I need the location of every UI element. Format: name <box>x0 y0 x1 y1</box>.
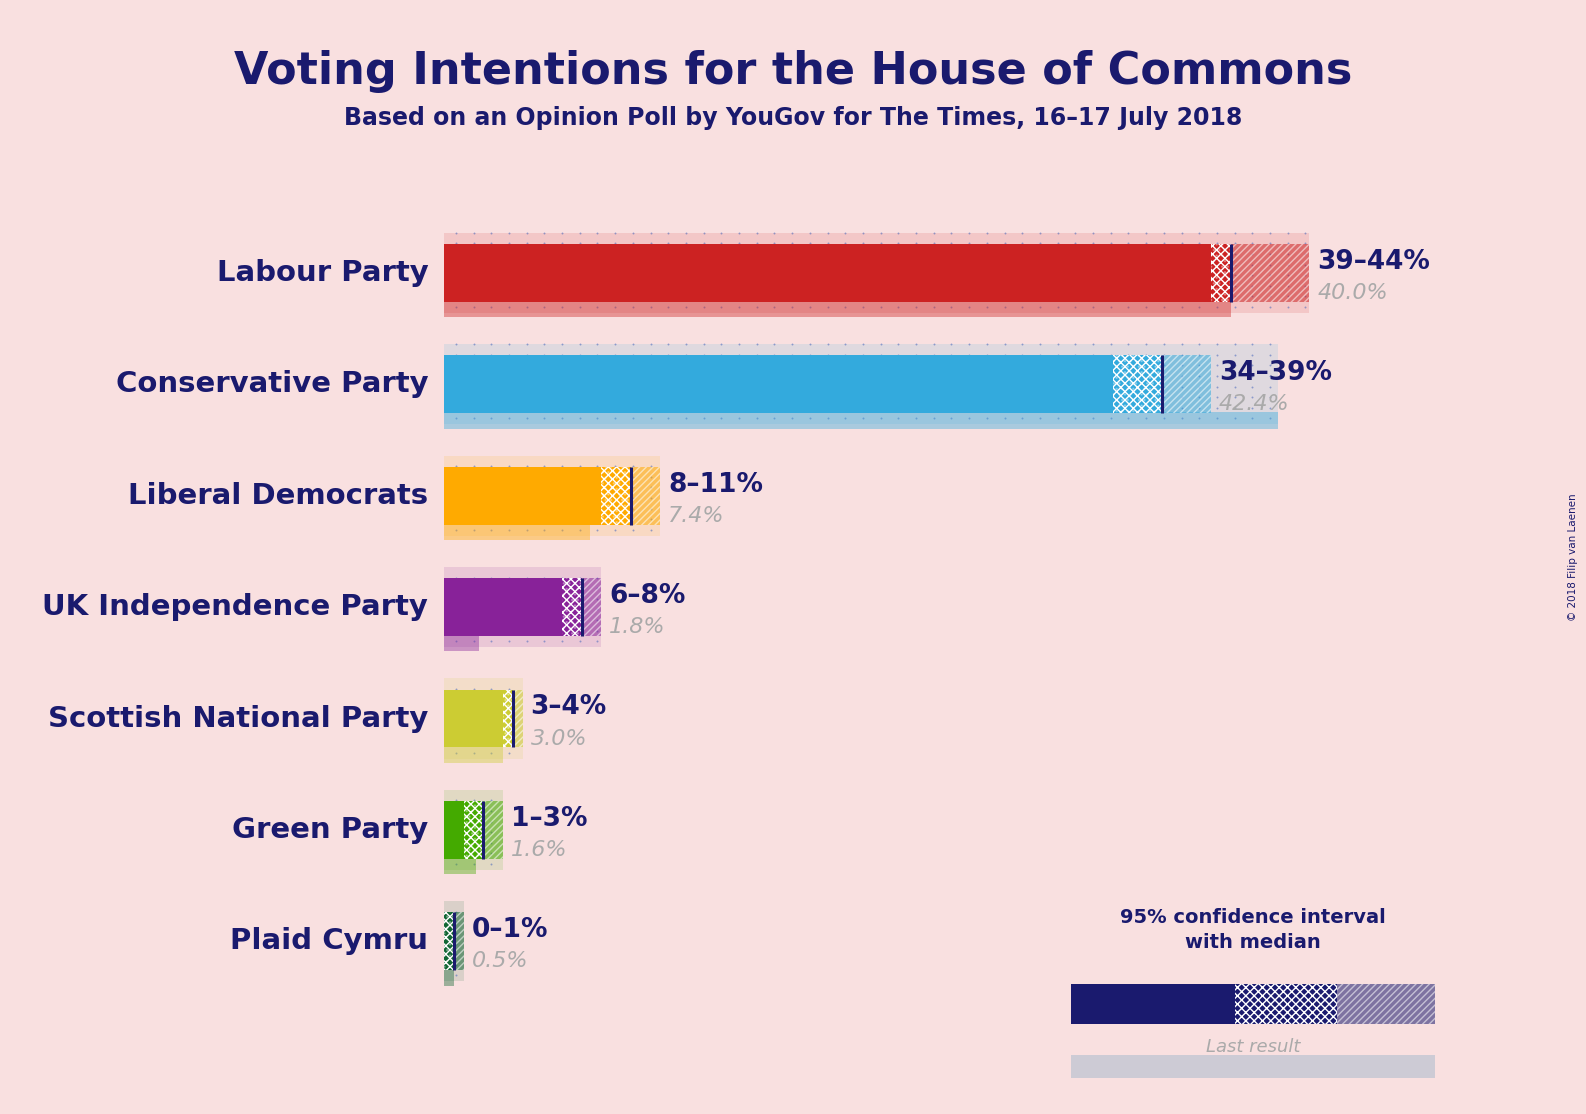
Text: Conservative Party: Conservative Party <box>116 370 428 399</box>
Text: UK Independence Party: UK Independence Party <box>43 593 428 622</box>
Bar <box>444 969 454 986</box>
Text: Scottish National Party: Scottish National Party <box>48 704 428 733</box>
Bar <box>503 690 512 747</box>
Bar <box>582 578 601 636</box>
Text: 1.6%: 1.6% <box>511 840 568 860</box>
Bar <box>1212 244 1231 302</box>
Bar <box>444 567 601 647</box>
Bar <box>1071 984 1235 1024</box>
Bar <box>444 456 660 536</box>
Bar <box>444 635 479 652</box>
Text: 0.5%: 0.5% <box>471 951 528 971</box>
Text: 3–4%: 3–4% <box>531 694 607 721</box>
Text: Voting Intentions for the House of Commons: Voting Intentions for the House of Commo… <box>233 50 1353 94</box>
Text: 42.4%: 42.4% <box>1220 394 1289 414</box>
Bar <box>1231 244 1310 302</box>
Bar <box>444 344 1278 424</box>
Bar <box>444 412 1278 429</box>
Bar <box>444 678 523 759</box>
Text: 40.0%: 40.0% <box>1318 283 1388 303</box>
Bar <box>1337 984 1435 1024</box>
Bar <box>444 578 561 636</box>
Text: Labour Party: Labour Party <box>217 258 428 287</box>
Text: Last result: Last result <box>1205 1038 1301 1056</box>
Text: Green Party: Green Party <box>232 815 428 844</box>
Bar <box>1235 984 1337 1024</box>
Bar <box>601 467 631 525</box>
Text: Liberal Democrats: Liberal Democrats <box>128 481 428 510</box>
Bar <box>444 301 1231 317</box>
Text: 8–11%: 8–11% <box>668 471 763 498</box>
Text: © 2018 Filip van Laenen: © 2018 Filip van Laenen <box>1569 494 1578 620</box>
Bar <box>503 690 512 747</box>
Bar <box>561 578 582 636</box>
Text: 0–1%: 0–1% <box>471 917 549 944</box>
Bar <box>631 467 660 525</box>
Bar <box>444 801 463 859</box>
Bar <box>601 467 631 525</box>
Bar <box>463 801 484 859</box>
Text: 34–39%: 34–39% <box>1220 360 1332 387</box>
Bar <box>444 524 590 540</box>
Bar <box>463 801 484 859</box>
Bar <box>1071 1055 1435 1078</box>
Text: 7.4%: 7.4% <box>668 506 725 526</box>
Text: Plaid Cymru: Plaid Cymru <box>230 927 428 956</box>
Bar <box>561 578 582 636</box>
Bar <box>444 912 454 970</box>
Bar <box>444 858 476 874</box>
Bar <box>444 901 463 981</box>
Bar <box>444 233 1310 313</box>
Bar <box>1212 244 1231 302</box>
Bar <box>444 690 503 747</box>
Text: 1–3%: 1–3% <box>511 805 587 832</box>
Bar <box>484 801 503 859</box>
Bar <box>444 746 503 763</box>
Text: 95% confidence interval
with median: 95% confidence interval with median <box>1120 908 1386 951</box>
Text: Based on an Opinion Poll by YouGov for The Times, 16–17 July 2018: Based on an Opinion Poll by YouGov for T… <box>344 106 1242 130</box>
Bar <box>454 912 463 970</box>
Bar <box>444 467 601 525</box>
Bar <box>1113 355 1163 413</box>
Text: 1.8%: 1.8% <box>609 617 666 637</box>
Text: 6–8%: 6–8% <box>609 583 685 609</box>
Bar <box>444 244 1212 302</box>
Bar <box>444 912 454 970</box>
Text: 39–44%: 39–44% <box>1318 248 1431 275</box>
Text: 3.0%: 3.0% <box>531 729 587 749</box>
Bar <box>1163 355 1212 413</box>
Bar <box>444 355 1113 413</box>
Bar <box>512 690 523 747</box>
Bar <box>444 790 503 870</box>
Bar <box>1113 355 1163 413</box>
